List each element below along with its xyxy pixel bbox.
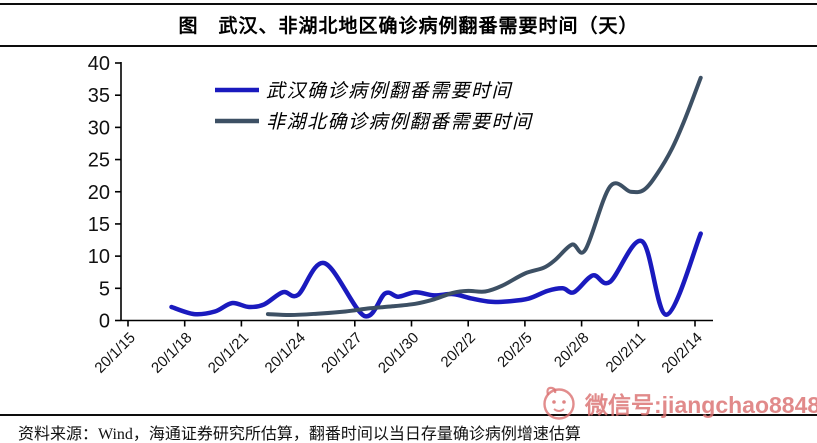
legend-label: 非湖北确诊病例翻番需要时间 — [266, 111, 534, 133]
series-line-1 — [265, 75, 703, 318]
x-tick-label: 20/1/15 — [91, 329, 138, 376]
series-line-0 — [169, 231, 703, 319]
x-tick-label: 20/1/21 — [205, 329, 252, 376]
y-tick-label: 25 — [88, 150, 110, 172]
x-tick-label: 20/2/5 — [494, 329, 536, 371]
y-tick-label: 20 — [88, 182, 110, 204]
legend-label: 武汉确诊病例翻番需要时间 — [266, 80, 514, 102]
y-tick-label: 30 — [88, 117, 110, 139]
source-note: 资料来源：Wind，海通证券研究所估算，翻番时间以当日存量确诊病例增速估算 — [18, 420, 807, 443]
source-divider — [0, 414, 817, 416]
x-tick-label: 20/1/18 — [148, 329, 195, 376]
y-tick-label: 10 — [88, 246, 110, 268]
x-tick-label: 20/2/8 — [551, 329, 593, 371]
x-tick-label: 20/1/24 — [262, 329, 309, 376]
x-tick-label: 20/1/30 — [375, 329, 422, 376]
y-tick-label: 15 — [88, 214, 110, 236]
y-tick-label: 35 — [88, 85, 110, 107]
top-rule — [0, 3, 817, 5]
source-note-text: 资料来源：Wind，海通证券研究所估算，翻番时间以当日存量确诊病例增速估算 — [18, 426, 581, 443]
y-tick-label: 5 — [99, 278, 110, 300]
y-tick-label: 0 — [99, 311, 110, 333]
title-divider — [0, 45, 817, 47]
x-tick-label: 20/2/14 — [658, 329, 705, 376]
x-tick-label: 20/1/27 — [318, 329, 365, 376]
x-tick-label: 20/2/2 — [438, 329, 480, 371]
figure-title: 图 武汉、非湖北地区确诊病例翻番需要时间（天） — [178, 16, 639, 37]
y-tick-label: 40 — [88, 53, 110, 75]
x-tick-label: 20/2/11 — [603, 329, 650, 376]
